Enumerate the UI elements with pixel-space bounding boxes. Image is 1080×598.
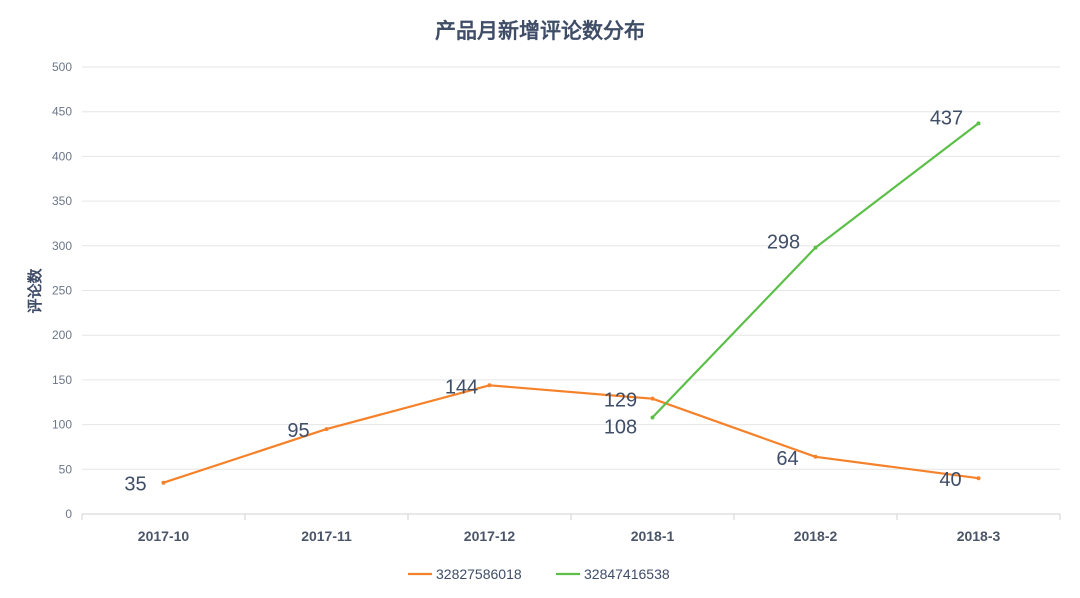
y-tick-label: 450 — [52, 105, 72, 119]
chart-title: 产品月新增评论数分布 — [435, 19, 645, 43]
data-point — [650, 415, 655, 420]
data-label: 40 — [939, 469, 961, 491]
series-line — [651, 122, 980, 419]
y-tick-label: 200 — [52, 328, 72, 342]
x-tick-label: 2017-11 — [301, 528, 352, 544]
y-tick-label: 500 — [52, 60, 72, 74]
y-tick-label: 0 — [65, 507, 72, 521]
legend-label: 32827586018 — [436, 566, 522, 582]
data-label: 129 — [604, 390, 637, 412]
data-point — [161, 480, 166, 485]
y-tick-label: 100 — [52, 418, 72, 432]
legend-label: 32847416538 — [584, 566, 670, 582]
series-line — [163, 384, 979, 484]
y-tick-label: 150 — [52, 373, 72, 387]
y-tick-label: 400 — [52, 149, 72, 163]
y-tick-label: 350 — [52, 194, 72, 208]
y-tick-label: 50 — [59, 462, 73, 476]
x-tick-label: 2017-10 — [138, 528, 190, 544]
data-label: 144 — [445, 376, 478, 398]
data-label: 35 — [124, 474, 146, 496]
data-label: 108 — [604, 416, 637, 438]
data-point — [976, 476, 981, 481]
axes: 0 50 100 150 200 250 300 350 400 450 500 2017-10 201… — [52, 60, 1061, 544]
data-label: 298 — [767, 232, 800, 254]
gridlines — [82, 66, 1060, 470]
data-point — [487, 383, 492, 388]
legend: 32827586018 32847416538 — [408, 566, 670, 582]
x-tick-label: 2017-12 — [464, 528, 516, 544]
x-tick-label: 2018-1 — [631, 528, 675, 544]
data-point — [813, 454, 818, 459]
data-label: 64 — [776, 448, 798, 470]
data-point — [813, 245, 818, 250]
data-label: 95 — [287, 420, 309, 442]
data-label: 437 — [930, 107, 963, 129]
y-tick-label: 300 — [52, 239, 72, 253]
data-point — [324, 427, 329, 432]
y-axis-label: 评论数 — [26, 268, 44, 314]
data-point — [976, 121, 981, 126]
data-point — [650, 396, 655, 401]
y-tick-label: 250 — [52, 284, 72, 298]
data-labels: 35 95 144 129 64 40 108 298 437 — [124, 107, 963, 495]
series-lines — [161, 121, 981, 485]
x-tick-label: 2018-3 — [957, 528, 1001, 544]
x-tick-label: 2018-2 — [794, 528, 838, 544]
